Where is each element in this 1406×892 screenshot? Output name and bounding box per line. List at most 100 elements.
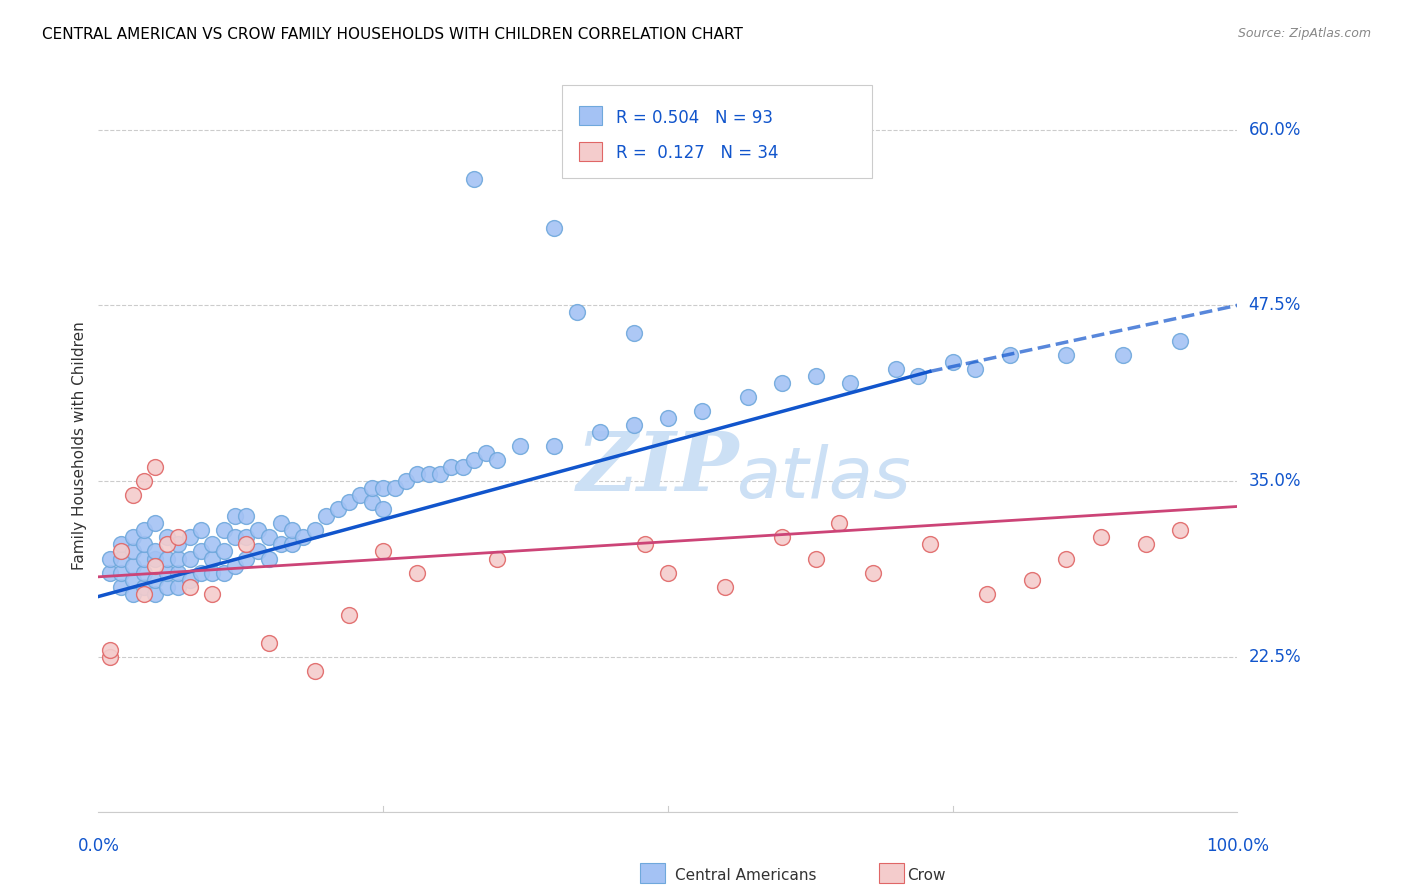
Point <box>259 530 281 544</box>
Point <box>98 650 121 665</box>
Point <box>281 537 304 551</box>
Point <box>998 348 1021 362</box>
Point <box>623 417 645 432</box>
Point <box>121 530 143 544</box>
Point <box>259 551 281 566</box>
Point <box>212 566 235 580</box>
Point <box>828 516 851 531</box>
Point <box>395 474 418 488</box>
Point <box>907 368 929 383</box>
Point <box>179 573 201 587</box>
Point <box>440 460 463 475</box>
Point <box>235 509 257 524</box>
Point <box>337 495 360 509</box>
Point <box>270 537 292 551</box>
Point <box>657 410 679 425</box>
Point <box>1135 537 1157 551</box>
Point <box>179 530 201 544</box>
Point <box>145 551 167 566</box>
Point <box>98 643 121 657</box>
Point <box>145 587 167 601</box>
Text: R =  0.127   N = 34: R = 0.127 N = 34 <box>616 145 779 162</box>
Point <box>942 354 965 368</box>
Point <box>121 488 143 502</box>
Text: atlas: atlas <box>737 444 911 514</box>
Point <box>326 502 349 516</box>
Point <box>270 516 292 531</box>
Point <box>201 537 224 551</box>
Point <box>976 587 998 601</box>
Point <box>565 305 588 319</box>
Point <box>110 537 132 551</box>
Point <box>690 404 713 418</box>
Point <box>190 544 212 558</box>
Point <box>235 551 257 566</box>
Text: 22.5%: 22.5% <box>1249 648 1301 666</box>
Point <box>1054 551 1078 566</box>
Point <box>770 376 793 390</box>
Point <box>212 524 235 538</box>
Point <box>839 376 862 390</box>
Point <box>235 530 257 544</box>
Point <box>224 509 246 524</box>
Point <box>1090 530 1112 544</box>
Point <box>714 580 737 594</box>
Point <box>804 551 827 566</box>
Point <box>246 524 269 538</box>
Point <box>167 530 190 544</box>
Point <box>1112 348 1135 362</box>
Point <box>167 551 190 566</box>
Point <box>201 566 224 580</box>
Point <box>132 537 155 551</box>
Point <box>292 530 315 544</box>
Text: 100.0%: 100.0% <box>1206 837 1268 855</box>
Y-axis label: Family Households with Children: Family Households with Children <box>72 322 87 570</box>
Text: 60.0%: 60.0% <box>1249 120 1301 138</box>
Point <box>918 537 941 551</box>
Point <box>486 453 509 467</box>
Point <box>212 544 235 558</box>
Point <box>235 537 257 551</box>
Point <box>121 544 143 558</box>
Point <box>770 530 793 544</box>
Point <box>132 474 155 488</box>
Text: 35.0%: 35.0% <box>1249 472 1301 491</box>
Text: CENTRAL AMERICAN VS CROW FAMILY HOUSEHOLDS WITH CHILDREN CORRELATION CHART: CENTRAL AMERICAN VS CROW FAMILY HOUSEHOL… <box>42 27 742 42</box>
Point <box>965 361 987 376</box>
Point <box>259 636 281 650</box>
Point <box>156 551 179 566</box>
Point <box>201 587 224 601</box>
Point <box>315 509 337 524</box>
Point <box>98 566 121 580</box>
Point <box>634 819 657 833</box>
Point <box>463 453 485 467</box>
Point <box>132 580 155 594</box>
Point <box>360 495 382 509</box>
Point <box>156 566 179 580</box>
Point <box>371 544 394 558</box>
Point <box>167 537 190 551</box>
Point <box>132 524 155 538</box>
Point <box>281 524 304 538</box>
Point <box>384 481 406 495</box>
Text: Central Americans: Central Americans <box>675 868 817 883</box>
Point <box>884 361 907 376</box>
Point <box>304 664 326 678</box>
Point <box>121 558 143 573</box>
Point <box>737 390 759 404</box>
Point <box>145 460 167 475</box>
Point <box>145 558 167 573</box>
Point <box>110 544 132 558</box>
Point <box>201 551 224 566</box>
Point <box>110 566 132 580</box>
Point <box>406 467 429 482</box>
Point <box>145 573 167 587</box>
Point <box>543 439 565 453</box>
Point <box>132 551 155 566</box>
Point <box>132 587 155 601</box>
Point <box>98 551 121 566</box>
Point <box>451 460 474 475</box>
Point <box>429 467 451 482</box>
Text: 47.5%: 47.5% <box>1249 296 1301 314</box>
Point <box>167 566 190 580</box>
